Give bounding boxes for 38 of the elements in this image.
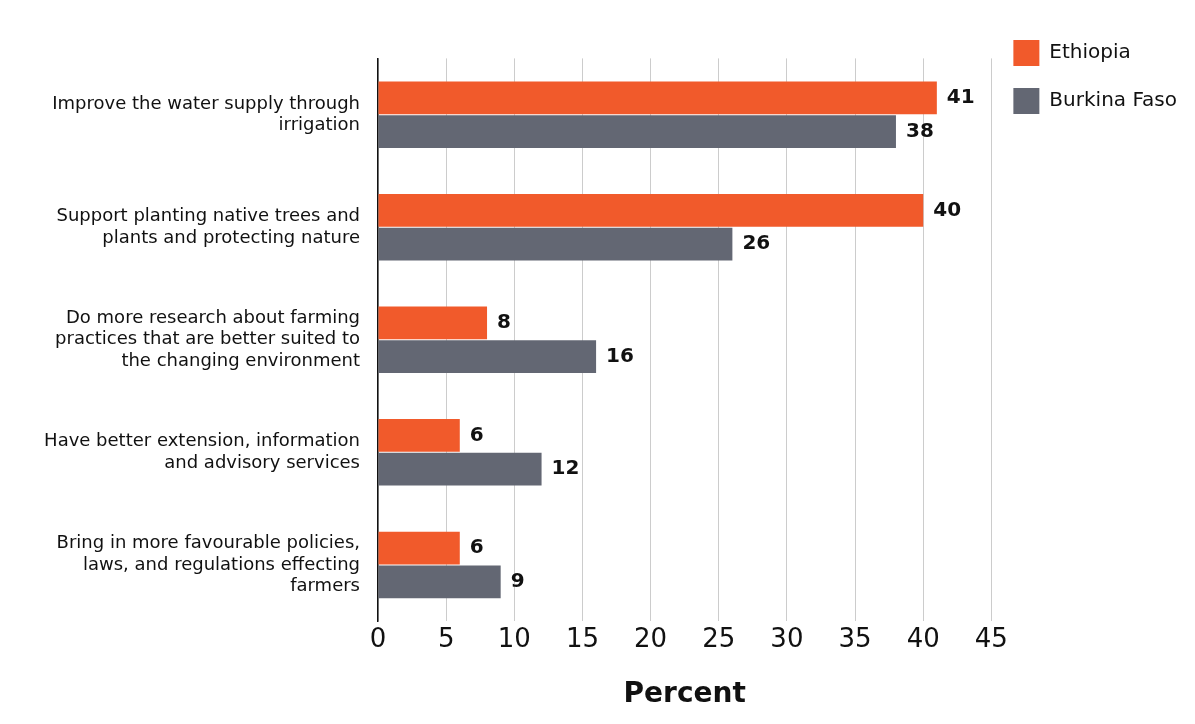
x-tick-label: 35 xyxy=(838,622,872,653)
data-label: 16 xyxy=(606,342,634,367)
x-tick-label: 15 xyxy=(565,622,599,653)
bar xyxy=(378,452,542,486)
x-tick-label: 25 xyxy=(702,622,736,653)
data-label: 9 xyxy=(510,568,525,593)
y-tick-label: Improve the water supply through irrigation xyxy=(52,91,360,135)
x-tick-label: 10 xyxy=(497,622,531,653)
data-label: 6 xyxy=(469,534,484,559)
data-label: 40 xyxy=(933,196,962,221)
legend-label: Burkina Faso xyxy=(1049,87,1178,112)
data-label: 38 xyxy=(905,117,934,142)
y-tick-label: Support planting native trees and plants and protecting nature xyxy=(56,204,360,247)
x-tick-label: 20 xyxy=(634,622,668,653)
data-label: 8 xyxy=(497,309,511,334)
x-tick-label: 45 xyxy=(974,622,1008,653)
bar xyxy=(378,565,501,599)
y-tick-label: Bring in more favourable policies, laws, and regulations effecting farmers xyxy=(56,530,360,596)
bar xyxy=(378,227,733,261)
x-tick-label: 40 xyxy=(906,622,940,653)
bar xyxy=(378,531,460,565)
bar xyxy=(378,419,460,452)
data-label: 26 xyxy=(742,230,771,255)
bar xyxy=(378,81,937,115)
data-label: 41 xyxy=(946,84,975,108)
bar xyxy=(378,306,488,340)
legend-label: Ethiopia xyxy=(1049,39,1131,64)
bar xyxy=(378,193,924,227)
x-axis-title: Percent xyxy=(623,676,746,710)
y-tick-label: Do more research about farming practices that are better suited to the changing environment xyxy=(55,305,360,371)
x-tick-label: 5 xyxy=(437,622,455,653)
data-label: 12 xyxy=(551,455,580,480)
x-tick-label: 30 xyxy=(770,622,804,653)
data-label: 6 xyxy=(469,421,484,446)
y-tick-label: Have better extension, information and advisory services xyxy=(44,429,360,472)
x-tick-label: 0 xyxy=(369,622,387,653)
bar xyxy=(378,340,597,374)
bar xyxy=(378,115,896,148)
